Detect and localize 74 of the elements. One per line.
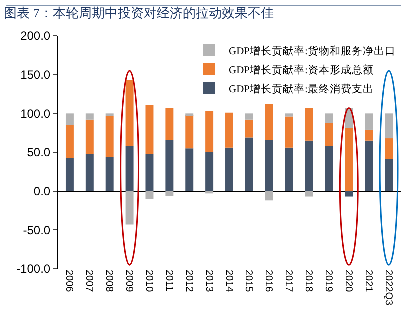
bar — [245, 138, 254, 192]
bar — [126, 146, 134, 192]
bar — [206, 152, 214, 192]
x-tick-label: 2015 — [243, 270, 254, 293]
x-tick-label: 2016 — [263, 270, 274, 293]
legend-label: GDP增长贡献率:货物和服务净出口 — [229, 44, 396, 58]
bar — [166, 140, 174, 192]
bar — [305, 140, 314, 192]
bar — [66, 125, 74, 158]
bar — [146, 154, 154, 192]
bar — [325, 146, 334, 192]
bar — [305, 108, 314, 141]
bar — [146, 191, 154, 200]
y-tick-label: 50.0 — [27, 146, 51, 160]
bar — [305, 191, 314, 197]
bar — [66, 158, 74, 192]
x-tick-label: 2011 — [163, 270, 174, 292]
legend-label: GDP增长贡献率:资本形成总额 — [229, 64, 374, 77]
bar — [285, 116, 294, 148]
bar — [146, 105, 154, 154]
bar — [226, 112, 234, 148]
x-tick-label: 2017 — [283, 270, 294, 293]
bar — [265, 104, 274, 140]
y-tick-label: 0.0 — [34, 184, 51, 199]
x-tick-label: 2007 — [84, 270, 95, 293]
x-tick-label: 2019 — [322, 270, 334, 293]
chart-title: 图表 7：本轮周期中投资对经济的拉动效果不佳 — [4, 5, 274, 20]
bar — [206, 111, 214, 152]
bar — [325, 114, 334, 123]
bar — [345, 128, 354, 192]
bar — [126, 191, 134, 225]
bar — [385, 159, 394, 192]
legend-label: GDP增长贡献率:最终消费支出 — [229, 82, 374, 96]
x-tick-label: 2020 — [342, 270, 354, 293]
y-tick-label: 200.0 — [20, 29, 51, 44]
bar — [365, 130, 374, 141]
x-tick-label: 2008 — [104, 270, 115, 293]
bar — [345, 191, 354, 197]
bar — [106, 157, 114, 192]
bar — [126, 80, 134, 146]
x-tick-label: 2006 — [64, 270, 75, 293]
bar — [365, 114, 374, 130]
bar — [265, 191, 274, 201]
x-tick-label: 2021 — [362, 270, 374, 293]
bar — [385, 138, 394, 160]
bar — [86, 114, 94, 120]
bar — [285, 114, 294, 117]
bar — [86, 154, 94, 192]
y-tick-label: -50.0 — [23, 223, 51, 238]
bar — [66, 114, 74, 126]
x-tick-label: 2013 — [203, 270, 214, 293]
y-tick-label: 100.0 — [20, 106, 51, 121]
bar — [245, 120, 254, 138]
x-tick-label: 2012 — [183, 270, 194, 293]
bar — [106, 116, 114, 158]
x-tick-label: 2022Q3 — [382, 270, 394, 306]
x-tick-label: 2009 — [124, 270, 135, 293]
bar — [385, 114, 394, 139]
x-tick-label: 2014 — [223, 270, 234, 293]
bar — [86, 120, 94, 154]
bar — [166, 108, 174, 140]
x-tick-label: 2010 — [143, 270, 154, 293]
y-tick-label: 150.0 — [20, 68, 51, 82]
y-tick-label: -100.0 — [16, 262, 51, 276]
bar — [186, 148, 194, 192]
bar — [245, 114, 254, 120]
bar — [365, 140, 374, 192]
bar — [285, 148, 294, 192]
bar — [265, 140, 274, 192]
x-tick-label: 2018 — [303, 270, 314, 293]
bar — [226, 148, 234, 192]
bar — [325, 122, 334, 146]
bar — [186, 115, 194, 149]
bar — [166, 191, 174, 196]
